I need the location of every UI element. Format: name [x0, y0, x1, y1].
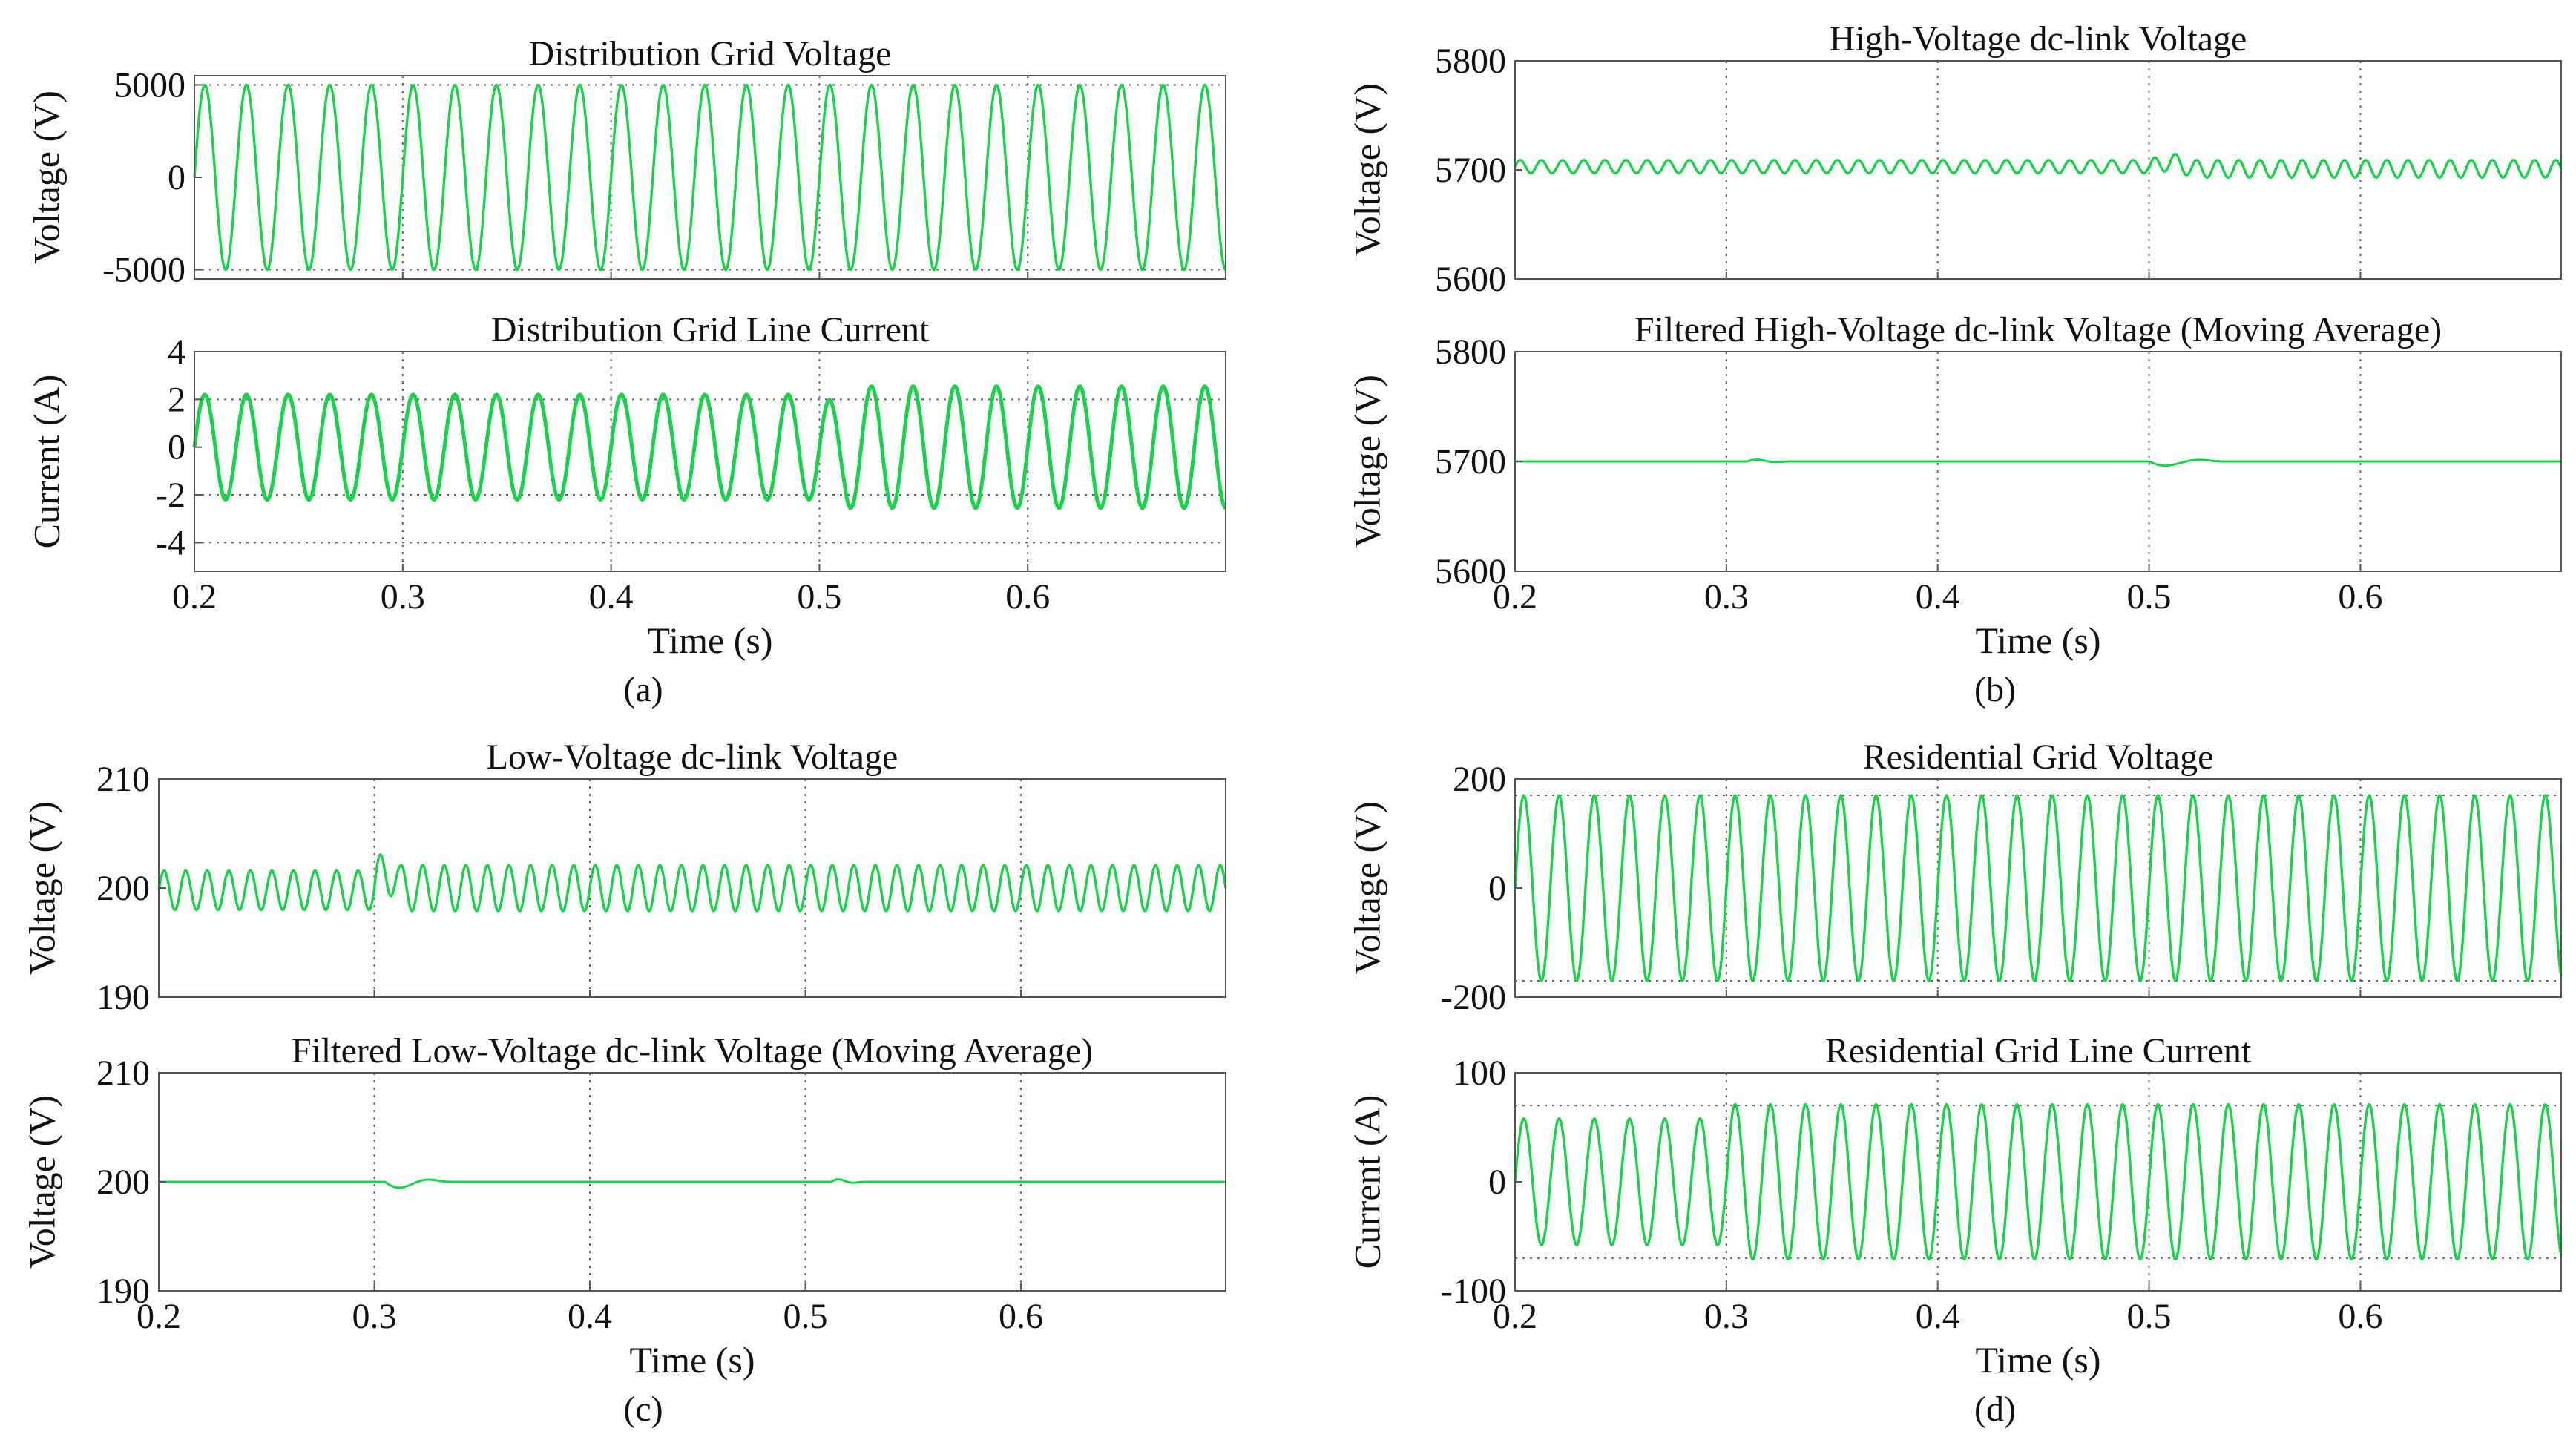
y-tick-label: 5700	[1435, 442, 1506, 481]
y-tick-label: 210	[96, 760, 150, 799]
chart-title: Filtered Low-Voltage dc-link Voltage (Mo…	[292, 1031, 1093, 1071]
chart-a1: Distribution Grid Voltage 5000 0 -5000 Volta…	[26, 34, 1227, 290]
y-axis-label: Current (A)	[26, 375, 68, 549]
y-tick-label: 5700	[1435, 151, 1506, 190]
x-tick-label: 0.2	[137, 1297, 181, 1336]
chart-d1: Residential Grid Voltage 200 0 -200 Voltage …	[1347, 737, 2563, 1017]
y-tick-label: -200	[1441, 978, 1506, 1017]
series-line-a2-0	[192, 384, 1227, 510]
series-line-b1-0	[1514, 152, 2563, 179]
y-tick-label: 5800	[1435, 42, 1506, 81]
y-tick-label: 100	[1453, 1053, 1506, 1093]
chart-title: Low-Voltage dc-link Voltage	[487, 737, 898, 777]
x-tick-label: 0.2	[1493, 1297, 1537, 1336]
chart-title: Residential Grid Line Current	[1825, 1031, 2252, 1071]
x-tick-label: 0.3	[381, 577, 425, 617]
y-tick-label: 190	[96, 1272, 150, 1311]
x-tick-label: 0.4	[568, 1297, 612, 1336]
chart-c1: Low-Voltage dc-link Voltage 210 200 190 Volt…	[22, 737, 1227, 1017]
x-tick-label: 0.6	[999, 1297, 1043, 1336]
series-line-d2-0	[1514, 1102, 2563, 1261]
x-axis-label: Time (s)	[629, 1339, 755, 1381]
y-tick-label: 200	[96, 869, 150, 908]
y-tick-label: -4	[156, 523, 185, 562]
chart-b2: Filtered High-Voltage dc-link Voltage (M…	[1347, 310, 2562, 661]
x-tick-label: 0.5	[783, 1297, 828, 1336]
panel-label: (c)	[623, 1390, 663, 1429]
chart-a2: Distribution Grid Line Current 4 2 0 -2 -4 0.2…	[26, 310, 1227, 661]
y-axis-label: Voltage (V)	[1347, 83, 1388, 257]
x-tick-label: 0.4	[1916, 577, 1960, 617]
x-tick-label: 0.5	[797, 577, 841, 617]
series-line-d1-0	[1514, 794, 2563, 982]
x-tick-label: 0.5	[2127, 1297, 2172, 1336]
y-tick-label: 5000	[114, 65, 185, 105]
y-tick-label: 210	[96, 1053, 150, 1093]
y-axis-label: Voltage (V)	[26, 91, 68, 264]
panel-label: (a)	[623, 670, 663, 709]
y-tick-label: -100	[1441, 1272, 1506, 1311]
y-tick-label: -2	[156, 476, 185, 515]
x-tick-label: 0.6	[2338, 1297, 2382, 1336]
y-tick-label: 0	[168, 428, 185, 467]
series-line-c2-0	[158, 1178, 1226, 1189]
y-tick-label: -5000	[102, 251, 185, 290]
y-axis-label: Voltage (V)	[1347, 801, 1388, 975]
x-tick-label: 0.5	[2127, 577, 2172, 617]
chart-b1: High-Voltage dc-link Voltage 5800 5700 5600…	[1347, 19, 2563, 299]
y-axis-label: Voltage (V)	[22, 801, 63, 975]
chart-c2: Filtered Low-Voltage dc-link Voltage (Mo…	[22, 1031, 1226, 1381]
series-line-a1-0	[193, 83, 1227, 272]
y-tick-label: 190	[96, 978, 150, 1017]
y-tick-label: 5600	[1435, 260, 1506, 299]
chart-title: Distribution Grid Voltage	[529, 34, 892, 73]
x-tick-label: 0.3	[352, 1297, 397, 1336]
x-tick-label: 0.4	[589, 577, 634, 617]
y-tick-label: 0	[1488, 1163, 1506, 1202]
y-tick-label: 200	[96, 1163, 150, 1202]
x-axis-label: Time (s)	[1975, 619, 2100, 661]
x-tick-label: 0.2	[172, 577, 217, 617]
chart-d2: Residential Grid Line Current 100 0 -1000.2…	[1347, 1031, 2563, 1381]
y-axis-label: Current (A)	[1347, 1095, 1388, 1269]
series-line-b2-0	[1514, 458, 2562, 467]
chart-title: Residential Grid Voltage	[1863, 737, 2214, 777]
y-tick-label: 5600	[1435, 552, 1506, 591]
y-tick-label: 2	[168, 380, 185, 419]
x-tick-label: 0.2	[1493, 577, 1537, 617]
y-axis-label: Voltage (V)	[1347, 375, 1388, 548]
y-tick-label: 5800	[1435, 332, 1506, 372]
chart-title: High-Voltage dc-link Voltage	[1830, 19, 2247, 59]
y-axis-label: Voltage (V)	[22, 1095, 63, 1269]
y-tick-label: 0	[1488, 869, 1506, 908]
x-tick-label: 0.6	[1005, 577, 1050, 617]
y-tick-label: 0	[168, 158, 185, 197]
plot-frame	[1514, 60, 2562, 280]
y-tick-label: 4	[168, 332, 185, 372]
y-tick-label: 200	[1453, 760, 1506, 799]
panel-label: (d)	[1974, 1390, 2016, 1429]
x-tick-label: 0.3	[1704, 1297, 1749, 1336]
x-tick-label: 0.4	[1916, 1297, 1960, 1336]
plot-frame	[194, 351, 1226, 572]
series-line-c1-0	[157, 853, 1227, 913]
panel-label: (b)	[1974, 670, 2016, 709]
chart-title: Distribution Grid Line Current	[491, 310, 930, 349]
x-tick-label: 0.3	[1704, 577, 1749, 617]
x-axis-label: Time (s)	[1975, 1339, 2100, 1381]
chart-title: Filtered High-Voltage dc-link Voltage (M…	[1634, 310, 2442, 349]
x-tick-label: 0.6	[2338, 577, 2382, 617]
x-axis-label: Time (s)	[647, 619, 772, 661]
